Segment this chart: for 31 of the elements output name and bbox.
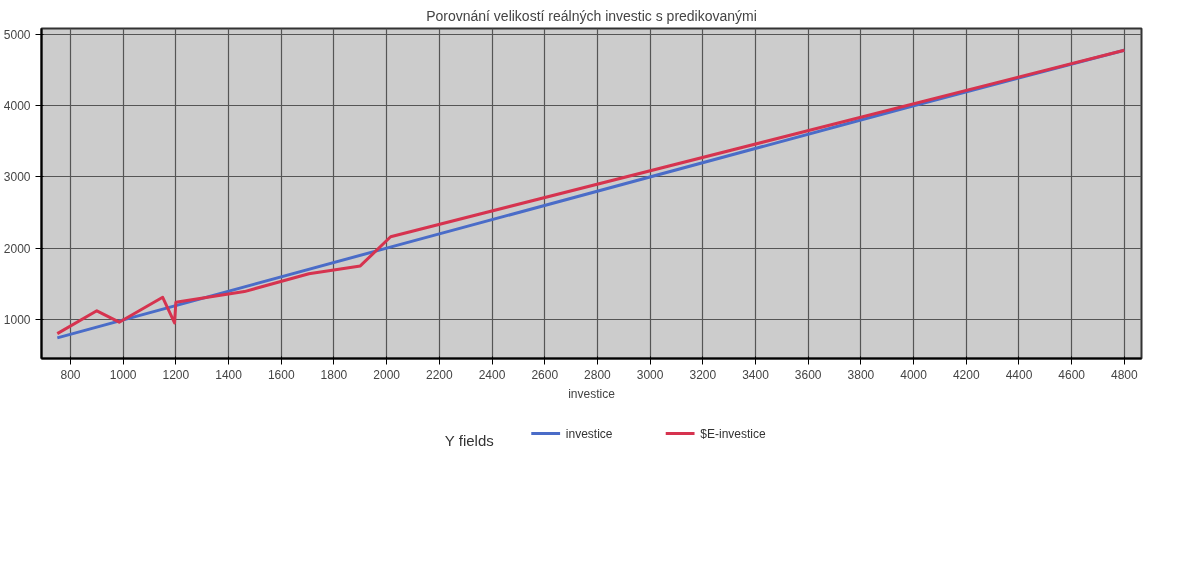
x-tick-label: 1800 xyxy=(320,367,348,382)
y-tick-label: 4000 xyxy=(3,99,31,114)
x-tick-label: 2200 xyxy=(426,367,454,382)
x-tick-label: 3800 xyxy=(847,367,875,382)
x-tick-label: 2000 xyxy=(373,367,401,382)
x-axis-title: investice xyxy=(568,386,616,401)
x-tick-label: 1400 xyxy=(215,367,243,382)
x-tick-label: 1600 xyxy=(267,367,295,382)
x-tick-label: 3000 xyxy=(636,367,664,382)
x-tick-label: 2800 xyxy=(584,367,612,382)
x-tick-label: 3400 xyxy=(742,367,770,382)
x-tick-label: 4400 xyxy=(1005,367,1033,382)
x-tick-label: 4800 xyxy=(1111,367,1139,382)
x-tick-label: 1200 xyxy=(162,367,190,382)
y-tick-label: 2000 xyxy=(3,241,31,256)
x-tick-label: 4000 xyxy=(900,367,928,382)
x-tick-label: 3200 xyxy=(689,367,717,382)
legend-title: Y fields xyxy=(444,431,494,449)
x-tick-label: 4600 xyxy=(1058,367,1086,382)
x-tick-label: 2400 xyxy=(478,367,506,382)
y-tick-label: 5000 xyxy=(3,28,31,43)
x-tick-label: 1000 xyxy=(109,367,137,382)
x-tick-label: 4200 xyxy=(952,367,980,382)
x-tick-label: 2600 xyxy=(531,367,559,382)
legend-label: investice xyxy=(565,426,613,441)
y-tick-label: 1000 xyxy=(3,312,31,327)
y-tick-label: 3000 xyxy=(3,170,31,185)
legend-label: $E-investice xyxy=(700,426,766,441)
x-tick-label: 800 xyxy=(60,367,81,382)
chart-title: Porovnání velikostí reálných investic s predikovanými xyxy=(426,7,757,24)
x-tick-label: 3600 xyxy=(794,367,822,382)
